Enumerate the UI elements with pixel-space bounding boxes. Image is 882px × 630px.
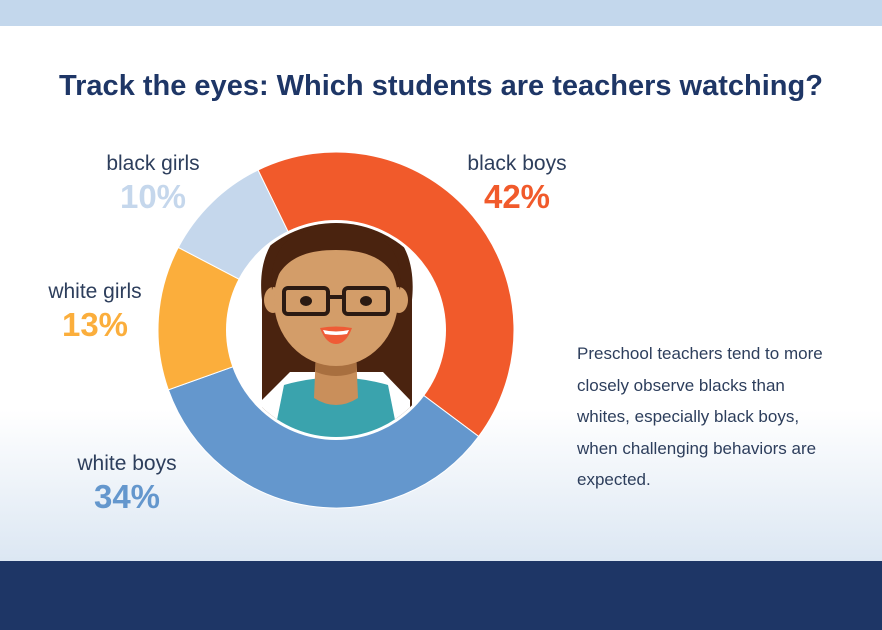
teacher-with-glasses-icon	[226, 220, 446, 440]
label-black-boys: black boys 42%	[452, 152, 582, 216]
caption-text: Preschool teachers tend to more closely …	[577, 344, 823, 489]
top-band	[0, 0, 882, 26]
label-white-girls-name: white girls	[48, 280, 142, 303]
label-white-boys: white boys 34%	[62, 452, 192, 516]
label-white-girls-pct: 13%	[61, 306, 129, 343]
donut-chart	[157, 151, 515, 509]
label-white-girls: white girls 13%	[30, 280, 160, 344]
bottom-band	[0, 561, 882, 630]
label-white-boys-name: white boys	[77, 452, 177, 475]
chart-title: Track the eyes: Which students are teach…	[59, 70, 823, 102]
label-black-boys-name: black boys	[467, 152, 567, 175]
label-white-boys-pct: 34%	[93, 478, 161, 515]
label-black-girls-name: black girls	[106, 152, 200, 175]
label-black-girls-pct: 10%	[119, 178, 187, 215]
label-black-boys-pct: 42%	[483, 178, 551, 215]
label-black-girls: black girls 10%	[92, 152, 214, 216]
